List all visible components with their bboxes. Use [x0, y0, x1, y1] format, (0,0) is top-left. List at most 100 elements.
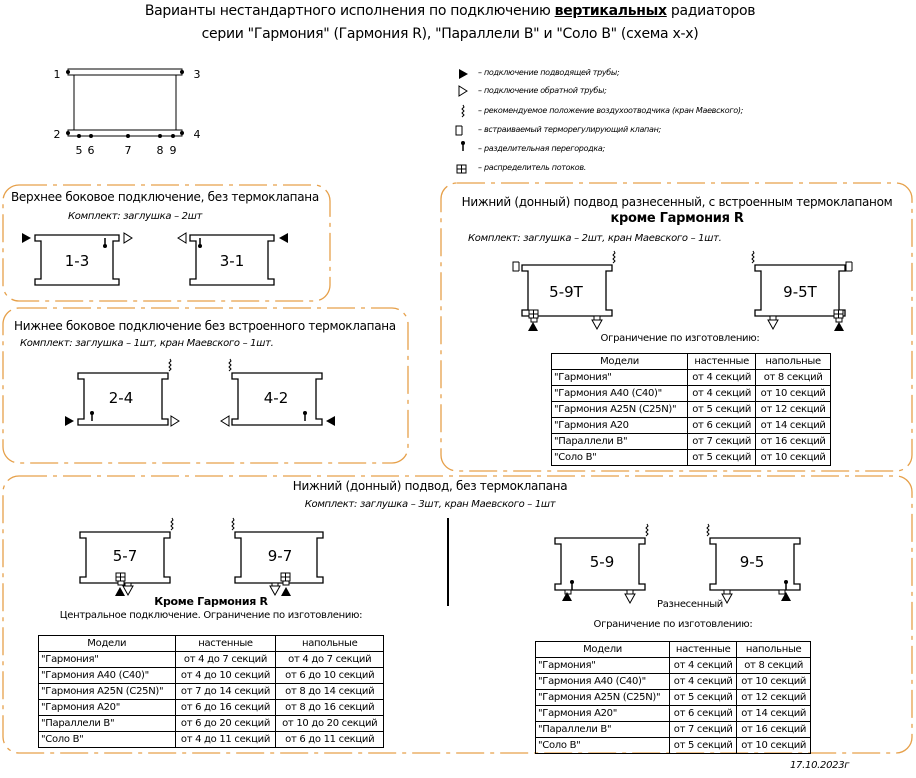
section-spread-valve-kit: Комплект: заглушка – 2шт, кран Маевского… [468, 233, 722, 244]
return-arrow-icon [220, 415, 230, 427]
supply-arrow-icon [65, 416, 74, 426]
header-models: Модели [550, 353, 689, 370]
cell-model: "Гармония А20 [550, 417, 689, 434]
cell-wall: от 6 секций [669, 705, 738, 722]
cell-floor: от 10 секций [736, 737, 811, 754]
cell-floor: от 8 секций [755, 369, 831, 386]
table-row: "Параллели В" от 7 секций от 16 секций [534, 721, 811, 738]
table-header-row: Модели настенные напольные [550, 353, 831, 370]
return-arrow-icon [458, 85, 468, 97]
air-vent-icon [751, 250, 755, 264]
air-vent-icon [706, 523, 710, 537]
section-bottom-side-title: Нижнее боковое подключение без встроенно… [14, 319, 396, 333]
title-bold: вертикальных [554, 3, 667, 19]
cell-floor: от 8 до 16 секций [275, 699, 384, 716]
cell-wall: от 4 секций [687, 385, 757, 402]
scheme-point-5: 5 [76, 144, 83, 157]
flow-distributor-icon-cross [457, 165, 466, 173]
table-row: "Гармония А40 (С40)" от 4 до 10 секций от … [38, 667, 384, 684]
limits-table-spread: Модели настенные напольные "Гармония" от … [534, 641, 811, 754]
cell-wall: от 5 секций [669, 737, 738, 754]
return-arrow-icon [177, 232, 187, 244]
air-vent-icon [170, 517, 174, 531]
table-header-row: Модели настенные напольные [534, 641, 811, 658]
title-prefix: Варианты нестандартного исполнения по по… [144, 3, 551, 19]
flow-distributor-icon-cross [116, 573, 125, 581]
cell-floor: от 10 секций [755, 385, 831, 402]
section-bottom-side-kit: Комплект: заглушка – 1шт, кран Маевского… [20, 338, 274, 349]
scheme-point-dot [180, 70, 184, 74]
table-header-row: Модели настенные напольные [38, 635, 384, 652]
radiator-outline [34, 234, 120, 286]
table-row: "Параллели В" от 7 секций от 16 секций [550, 433, 831, 450]
section-spread-valve-caption: Ограничение по изготовлению: [600, 333, 760, 344]
scheme-top-collector [67, 68, 183, 76]
connection-stub [835, 317, 843, 323]
partition-icon-head [784, 580, 788, 584]
legend-distributor: – распределитель потоков. [478, 163, 587, 172]
cell-model: "Гармония" [550, 369, 689, 386]
header-models: Модели [38, 635, 176, 652]
legend-partition: – разделительная перегородка; [478, 144, 605, 153]
page-subtitle: серии "Гармония" (Гармония R), "Параллел… [201, 26, 699, 42]
scheme-point-dot [66, 131, 70, 135]
connection-stub [593, 315, 601, 321]
return-arrow-icon [269, 585, 281, 597]
table-row: "Соло В" от 4 до 11 секций от 6 до 11 секц… [38, 731, 384, 748]
cell-floor: от 6 до 10 секций [275, 667, 384, 684]
section-top-side-kit: Комплект: заглушка – 2шт [68, 211, 203, 222]
table-row: "Соло В" от 5 секций от 10 секций [550, 449, 831, 466]
connection-stub [530, 317, 538, 323]
radiator-outline [554, 537, 646, 591]
supply-arrow-icon [279, 233, 288, 243]
radiator-outline [77, 372, 169, 426]
scheme-point-dot [89, 134, 93, 138]
cell-floor: от 10 секций [736, 673, 811, 690]
cell-floor: от 12 секций [755, 401, 831, 418]
supply-arrow-icon [326, 416, 335, 426]
cell-model: "Соло В" [550, 449, 689, 466]
cell-floor: от 14 секций [736, 705, 811, 722]
scheme-point-2: 2 [54, 128, 61, 141]
cell-wall: от 4 секций [669, 673, 738, 690]
cell-model: "Гармония" [534, 657, 671, 674]
cell-model: "Параллели В" [550, 433, 689, 450]
scheme-point-3: 3 [194, 68, 201, 81]
title-suffix: радиаторов [670, 3, 756, 19]
table-row: "Гармония А25N (С25N)" от 7 до 14 секций о… [38, 683, 384, 700]
cell-floor: от 6 до 11 секций [275, 731, 384, 748]
flow-distributor-icon-cross [834, 310, 843, 318]
connection-stub [626, 589, 634, 595]
central-caption: Центральное подключение. Ограничение по … [59, 610, 363, 621]
air-vent-icon [461, 104, 465, 118]
cell-floor: от 12 секций [736, 689, 811, 706]
connection-stub [723, 589, 731, 595]
legend-thermo-valve: – встраиваемый терморегулирующий клапан; [478, 125, 661, 134]
thermo-valve-icon [455, 125, 463, 136]
radiator-outline [79, 531, 171, 584]
radiator-label-9-5t: 9-5T [783, 283, 817, 301]
section-no-valve-title: Нижний (донный) подвод, без термоклапана [292, 479, 568, 493]
cell-wall: от 5 секций [669, 689, 738, 706]
radiator-outline [189, 234, 275, 286]
table-row: "Гармония А20 от 6 секций от 14 секций [550, 417, 831, 434]
scheme-bottom-collector [67, 129, 183, 137]
table-row: "Гармония" от 4 секций от 8 секций [534, 657, 811, 674]
legend-air-vent: – рекомендуемое положение воздухоотводчи… [478, 106, 744, 115]
supply-arrow-icon [781, 592, 791, 601]
header-floor: напольные [275, 635, 384, 652]
page-title: Варианты нестандартного исполнения по по… [144, 3, 756, 19]
table-row: "Гармония А25N (С25N)" от 5 секций от 12 с… [550, 401, 831, 418]
cell-model: "Гармония А40 (С40)" [534, 673, 671, 690]
cell-wall: от 4 до 10 секций [174, 667, 277, 684]
return-arrow-icon [591, 319, 603, 331]
header-floor: напольные [755, 353, 831, 370]
spread-caption: Ограничение по изготовлению: [593, 619, 753, 630]
supply-arrow-icon [528, 322, 538, 331]
radiator-label-5-9t: 5-9T [549, 283, 583, 301]
table-row: "Гармония А40 (С40)" от 4 секций от 10 сек… [550, 385, 831, 402]
table-row: "Гармония А20" от 6 секций от 14 секций [534, 705, 811, 722]
scheme-point-9: 9 [170, 144, 177, 157]
cell-floor: от 10 до 20 секций [275, 715, 384, 732]
